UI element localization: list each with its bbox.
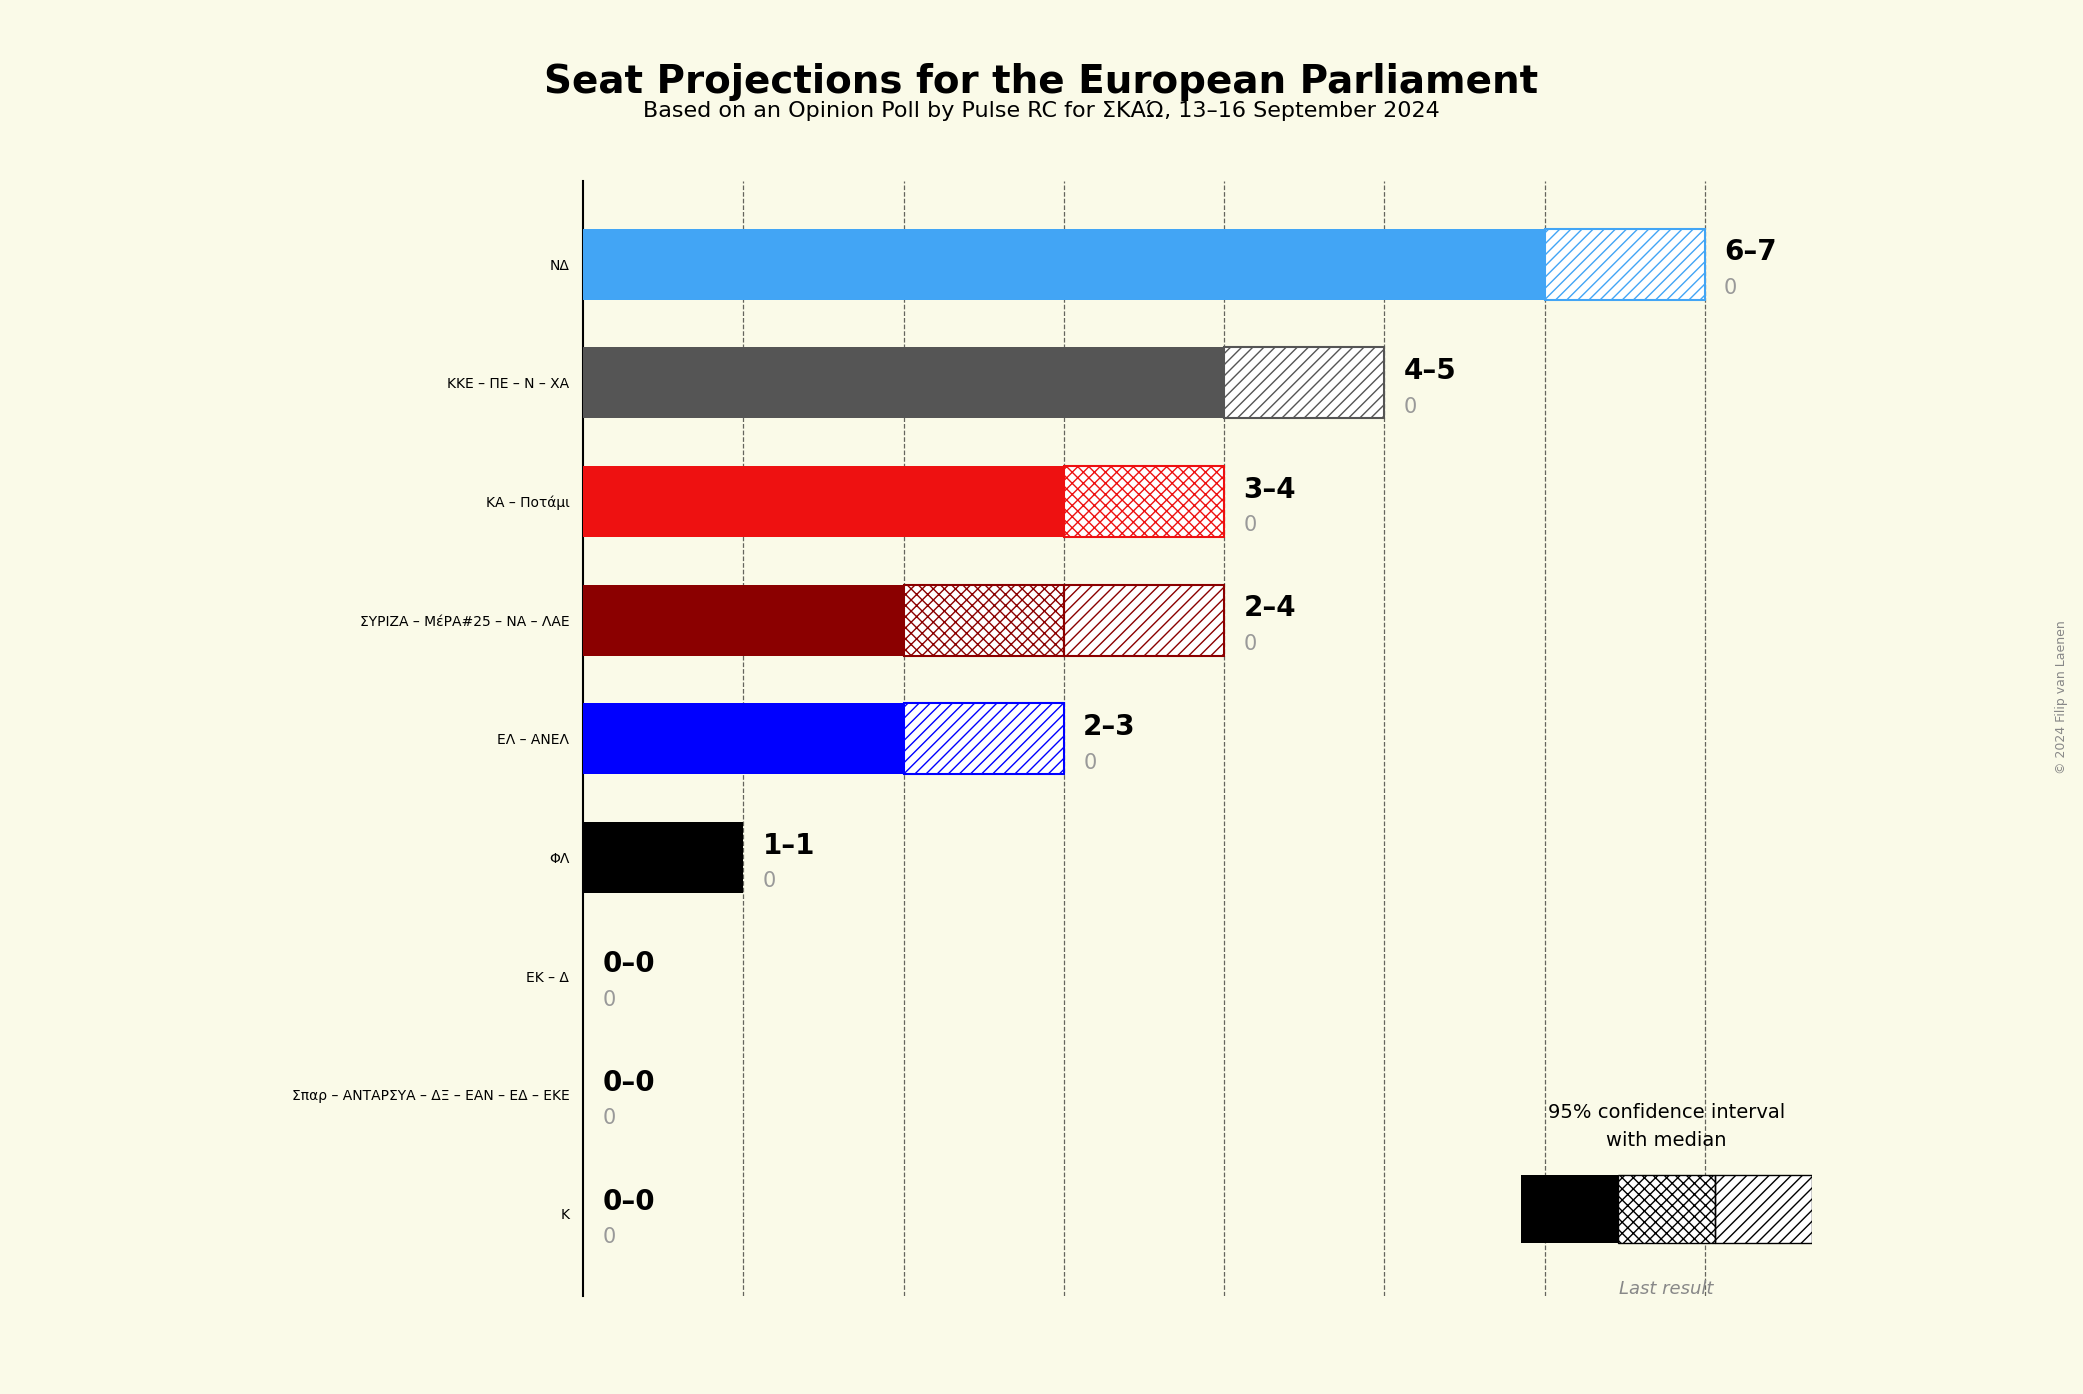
Bar bbox=[1225, 347, 1385, 418]
Bar bbox=[1618, 1175, 1714, 1243]
Text: 6–7: 6–7 bbox=[1725, 238, 1777, 266]
Text: 0–0: 0–0 bbox=[602, 1069, 654, 1097]
Bar bbox=[1546, 229, 1704, 300]
Text: 0–0: 0–0 bbox=[602, 951, 654, 979]
Text: 0: 0 bbox=[762, 871, 777, 891]
Text: 0: 0 bbox=[1244, 634, 1256, 654]
Bar bbox=[583, 822, 744, 894]
Bar bbox=[1714, 1175, 1812, 1243]
Text: Seat Projections for the European Parliament: Seat Projections for the European Parlia… bbox=[544, 63, 1539, 100]
Text: 3–4: 3–4 bbox=[1244, 475, 1296, 503]
Text: 1–1: 1–1 bbox=[762, 832, 814, 860]
Bar bbox=[904, 703, 1064, 775]
Text: 2–4: 2–4 bbox=[1244, 594, 1296, 622]
Text: 0: 0 bbox=[1083, 753, 1096, 772]
Bar bbox=[1064, 466, 1225, 537]
Text: with median: with median bbox=[1606, 1131, 1727, 1150]
Bar bbox=[583, 584, 904, 655]
Text: 0: 0 bbox=[602, 1227, 617, 1248]
Text: 0–0: 0–0 bbox=[602, 1188, 654, 1216]
Bar bbox=[1618, 1175, 1714, 1243]
Bar bbox=[1546, 229, 1704, 300]
Bar bbox=[1064, 584, 1225, 655]
Bar bbox=[1064, 466, 1225, 537]
Bar bbox=[1225, 347, 1385, 418]
Bar bbox=[583, 347, 1225, 418]
Bar bbox=[1714, 1175, 1812, 1243]
Bar bbox=[583, 466, 1064, 537]
Text: 95% confidence interval: 95% confidence interval bbox=[1548, 1103, 1785, 1122]
Text: 2–3: 2–3 bbox=[1083, 712, 1135, 742]
Text: © 2024 Filip van Laenen: © 2024 Filip van Laenen bbox=[2056, 620, 2068, 774]
Text: 4–5: 4–5 bbox=[1404, 357, 1456, 385]
Text: Last result: Last result bbox=[1618, 1280, 1714, 1298]
Text: 0: 0 bbox=[602, 1108, 617, 1129]
Bar bbox=[904, 584, 1064, 655]
Text: 0: 0 bbox=[1244, 516, 1256, 535]
Bar bbox=[904, 703, 1064, 775]
Bar bbox=[904, 584, 1064, 655]
Text: Based on an Opinion Poll by Pulse RC for ΣΚΑΏ, 13–16 September 2024: Based on an Opinion Poll by Pulse RC for… bbox=[644, 100, 1439, 121]
Bar bbox=[1064, 584, 1225, 655]
Bar bbox=[583, 229, 1546, 300]
Bar bbox=[583, 703, 904, 775]
Text: 0: 0 bbox=[602, 990, 617, 1009]
Text: 0: 0 bbox=[1725, 277, 1737, 298]
Bar bbox=[1521, 1175, 1618, 1243]
Text: 0: 0 bbox=[1404, 397, 1416, 417]
